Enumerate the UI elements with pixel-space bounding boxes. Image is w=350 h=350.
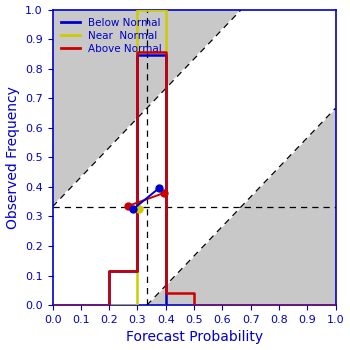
Y-axis label: Observed Frequency: Observed Frequency <box>6 86 20 229</box>
Polygon shape <box>52 9 336 305</box>
Legend: Below Normal, Near  Normal, Above Normal: Below Normal, Near Normal, Above Normal <box>58 15 165 57</box>
X-axis label: Forecast Probability: Forecast Probability <box>126 330 262 344</box>
